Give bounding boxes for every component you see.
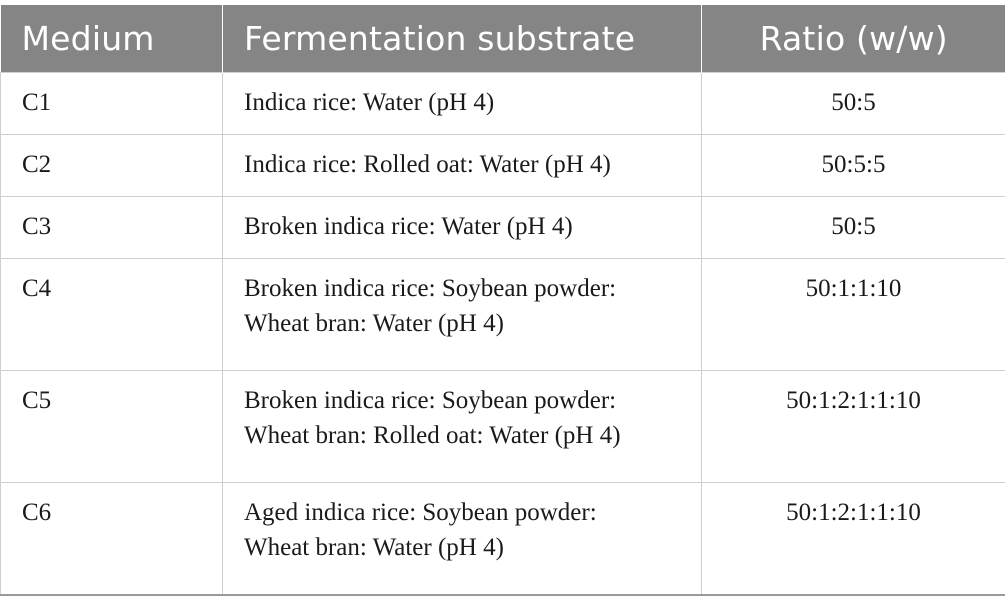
- cell-ratio: 50:1:2:1:1:10: [701, 370, 1005, 483]
- substrate-line: Wheat bran: Rolled oat: Water (pH 4): [244, 422, 621, 449]
- column-header-ratio: Ratio (w/w): [701, 5, 1005, 73]
- cell-medium: C2: [0, 134, 223, 197]
- cell-substrate: Indica rice: Water (pH 4): [222, 72, 702, 135]
- table-row: C2 Indica rice: Rolled oat: Water (pH 4)…: [0, 134, 1005, 197]
- cell-substrate: Broken indica rice: Water (pH 4): [222, 196, 702, 259]
- cell-medium: C1: [0, 72, 223, 135]
- cell-ratio: 50:1:1:10: [701, 258, 1005, 371]
- cell-substrate: Broken indica rice: Soybean powder: Whea…: [222, 370, 702, 483]
- table-header: Medium Fermentation substrate Ratio (w/w…: [0, 5, 1005, 73]
- cell-ratio: 50:1:2:1:1:10: [701, 482, 1005, 596]
- cell-substrate: Broken indica rice: Soybean powder: Whea…: [222, 258, 702, 371]
- substrate-line: Wheat bran: Water (pH 4): [244, 310, 504, 337]
- substrate-line: Indica rice: Water (pH 4): [244, 89, 495, 116]
- table-row: C4 Broken indica rice: Soybean powder: W…: [0, 258, 1005, 371]
- cell-substrate: Aged indica rice: Soybean powder: Wheat …: [222, 482, 702, 596]
- substrate-line: Aged indica rice: Soybean powder:: [244, 499, 597, 526]
- column-header-fermentation-substrate: Fermentation substrate: [222, 5, 702, 73]
- cell-medium: C4: [0, 258, 223, 371]
- table-row: C3 Broken indica rice: Water (pH 4) 50:5: [0, 196, 1005, 259]
- medium-composition-table-container: Medium Fermentation substrate Ratio (w/w…: [0, 5, 1005, 596]
- cell-ratio: 50:5:5: [701, 134, 1005, 197]
- cell-medium: C6: [0, 482, 223, 596]
- cell-substrate: Indica rice: Rolled oat: Water (pH 4): [222, 134, 702, 197]
- medium-composition-table: Medium Fermentation substrate Ratio (w/w…: [0, 5, 1005, 596]
- table-row: C6 Aged indica rice: Soybean powder: Whe…: [0, 482, 1005, 596]
- cell-medium: C5: [0, 370, 223, 483]
- table-row: C1 Indica rice: Water (pH 4) 50:5: [0, 72, 1005, 135]
- table-row: C5 Broken indica rice: Soybean powder: W…: [0, 370, 1005, 483]
- table-body: C1 Indica rice: Water (pH 4) 50:5 C2 Ind…: [0, 72, 1005, 596]
- substrate-line: Broken indica rice: Water (pH 4): [244, 213, 573, 240]
- column-header-medium: Medium: [0, 5, 223, 73]
- cell-ratio: 50:5: [701, 72, 1005, 135]
- cell-ratio: 50:5: [701, 196, 1005, 259]
- substrate-line: Broken indica rice: Soybean powder:: [244, 275, 617, 302]
- header-row: Medium Fermentation substrate Ratio (w/w…: [0, 5, 1005, 73]
- substrate-line: Broken indica rice: Soybean powder:: [244, 387, 617, 414]
- substrate-line: Wheat bran: Water (pH 4): [244, 534, 504, 561]
- substrate-line: Indica rice: Rolled oat: Water (pH 4): [244, 151, 611, 178]
- cell-medium: C3: [0, 196, 223, 259]
